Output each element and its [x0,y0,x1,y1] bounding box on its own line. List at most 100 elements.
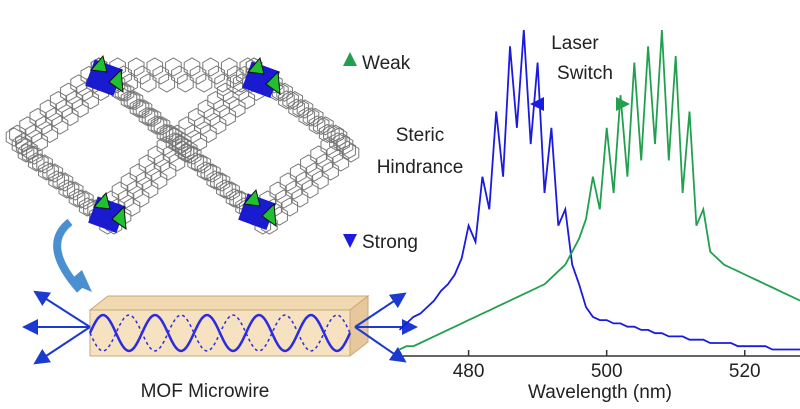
framework-ring [56,100,72,118]
framework-ring [124,198,140,216]
mof-structure [6,56,359,234]
framework-ring [142,180,158,198]
microwire [30,295,410,360]
framework-ring [195,116,211,134]
framework-ring [209,66,225,84]
framework-ring [61,83,77,101]
framework-ring [189,108,205,126]
framework-ring [282,198,298,216]
microwire-label: MOF Microwire [141,381,270,402]
framework-ring [30,108,46,126]
x-axis-label: Wavelength (nm) [528,382,672,403]
framework-ring [130,164,146,182]
framework-ring [307,163,323,181]
framework-ring [36,116,52,134]
arrow-head [530,97,544,111]
framework-ring [67,91,83,109]
framework-ring [208,92,224,110]
framework-ring [276,190,292,208]
framework-ring [139,155,155,173]
framework-ring [198,100,214,118]
framework-ring [43,163,59,181]
weak-label: Weak [362,53,411,74]
framework-ring [133,189,149,207]
framework-ring [313,171,329,189]
framework-ring [50,92,66,110]
framework-ring [26,125,42,143]
framework-ring [204,108,220,126]
framework-ring [128,58,144,76]
framework-ring [210,116,226,134]
framework-ring [280,173,296,191]
framework-ring [151,171,167,189]
framework-ring [112,182,128,200]
strong-label: Strong [362,232,418,253]
framework-ring [270,182,286,200]
arrow-head [616,97,630,111]
switch-label: Switch [557,63,613,84]
x-tick-label: 480 [453,361,485,382]
framework-ring [40,100,56,118]
framework-ring [145,163,161,181]
framework-ring [20,117,36,135]
framework-ring [46,108,62,126]
arrow-head [343,52,357,66]
framework-ring [83,91,99,109]
framework-ring [220,108,236,126]
framework-ring [311,146,327,164]
framework-ring [290,164,306,182]
framework-ring [292,189,308,207]
framework-ring [32,133,48,151]
framework-ring [71,75,87,93]
framework-ring [296,172,312,190]
framework-ring [201,124,217,142]
framework-ring [286,181,302,199]
framework-ring [223,91,239,109]
framework-ring [73,99,89,117]
framework-ring [140,74,156,92]
framework-ring [166,128,182,146]
framework-ring [203,58,219,76]
steric-label: Hindrance [377,157,464,178]
framework-ring [154,154,170,172]
framework-ring [33,154,49,172]
framework-ring [153,66,169,84]
steric-label: Steric [396,125,445,146]
framework-ring [160,162,176,180]
framework-ring [52,116,68,134]
framework-ring [178,74,194,92]
framework-ring [42,124,58,142]
framework-ring [147,58,163,76]
spectrum: Wavelength (nm) 480 500 520 [400,30,800,403]
framework-ring [229,99,245,117]
framework-ring [127,181,143,199]
framework-ring [323,162,339,180]
x-tick-label: 500 [591,361,623,382]
framework-ring [53,172,69,190]
framework-ring [166,58,182,76]
framework-ring [134,66,150,84]
framework-ring [221,58,237,76]
framework-ring [214,100,230,118]
framework-ring [136,172,152,190]
framework-ring [239,91,255,109]
framework-ring [148,146,164,164]
framework-ring [172,66,188,84]
framework-ring [190,66,206,84]
framework-ring [196,74,212,92]
framework-ring [301,155,317,173]
framework-ring [73,190,89,208]
framework-ring [217,83,233,101]
figure: Weak Steric Hindrance Strong Laser Switc… [0,0,800,409]
arrow-head [343,234,357,248]
framework-ring [62,108,78,126]
framework-ring [159,74,175,92]
framework-ring [302,180,318,198]
framework-ring [317,154,333,172]
framework-ring [63,181,79,199]
laser-label: Laser [551,33,599,54]
framework-ring [6,128,22,146]
x-tick-label: 520 [729,361,761,382]
framework-ring [184,58,200,76]
framework-ring [121,173,137,191]
